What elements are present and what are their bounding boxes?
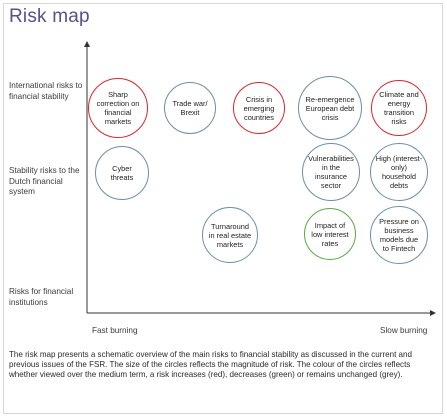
bubble-label: Vulnerabilities in the insurance sector [308,154,354,190]
bubble-label: Cyber threats [110,164,134,182]
bubble-label: Turnaround in real estate markets [208,221,252,249]
bubble-insurance: Vulnerabilities in the insurance sector [302,143,360,201]
axis-label-fast-burning: Fast burning [92,326,138,335]
bubble-label: Impact of low interest rates [311,220,349,248]
bubble-label: Trade war/ Brexit [172,99,208,117]
row-label-international: International risks to financial stabili… [9,81,83,101]
bubble-climate: Climate and energy transition risks [371,80,427,136]
bubble-label: Re-emergence European debt crisis [305,94,355,122]
bubble-emerging-countries: Crisis in emerging countries [233,82,285,134]
bubble-label: High (interest-only) household debts [375,154,423,190]
axis-label-slow-burning: Slow burning [380,326,428,335]
caption: The risk map presents a schematic overvi… [9,350,412,380]
page-title: Risk map [9,6,90,27]
bubble-cyber-threats: Cyber threats [95,146,149,200]
bubble-label: Pressure on business models due to Finte… [379,217,419,253]
bubble-household-debts: High (interest-only) household debts [370,143,428,201]
bubble-trade-war: Trade war/ Brexit [164,82,216,134]
row-label-institutions: Risks for financial institutions [9,287,74,307]
bubble-label: Sharp correction on financial markets [96,90,140,126]
bubble-sharp-correction: Sharp correction on financial markets [88,78,148,138]
bubble-label: Crisis in emerging countries [243,94,275,122]
row-label-dutch-system: Stability risks to the Dutch financial s… [9,166,80,196]
bubble-label: Climate and energy transition risks [379,90,419,126]
bubble-fintech: Pressure on business models due to Finte… [370,206,428,264]
bubble-european-debt: Re-emergence European debt crisis [298,76,362,140]
bubble-real-estate: Turnaround in real estate markets [202,207,258,263]
bubble-low-interest: Impact of low interest rates [304,208,356,260]
